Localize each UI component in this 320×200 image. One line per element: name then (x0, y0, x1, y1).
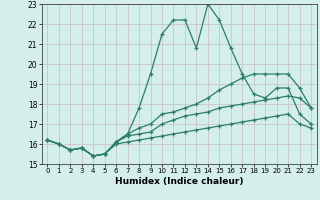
X-axis label: Humidex (Indice chaleur): Humidex (Indice chaleur) (115, 177, 244, 186)
